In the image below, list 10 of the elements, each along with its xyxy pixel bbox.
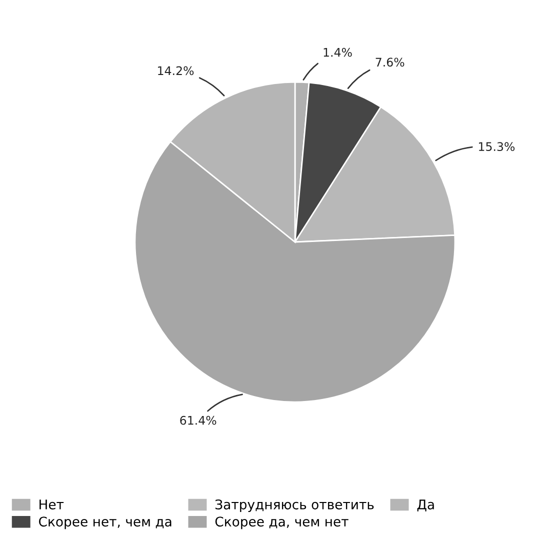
legend-label: Скорее да, чем нет (215, 516, 348, 530)
legend-label: Скорее нет, чем да (39, 516, 172, 530)
data-label: 15.3% (479, 142, 515, 152)
data-label: 7.6% (376, 58, 404, 67)
data-label: 14.2% (158, 66, 194, 76)
data-label: 61.4% (180, 416, 216, 425)
legend-label: Да (417, 500, 434, 512)
data-label: 1.4% (324, 48, 352, 57)
legend-label: Затрудняюсь ответить (216, 499, 374, 512)
legend-label: Нет (40, 500, 64, 510)
